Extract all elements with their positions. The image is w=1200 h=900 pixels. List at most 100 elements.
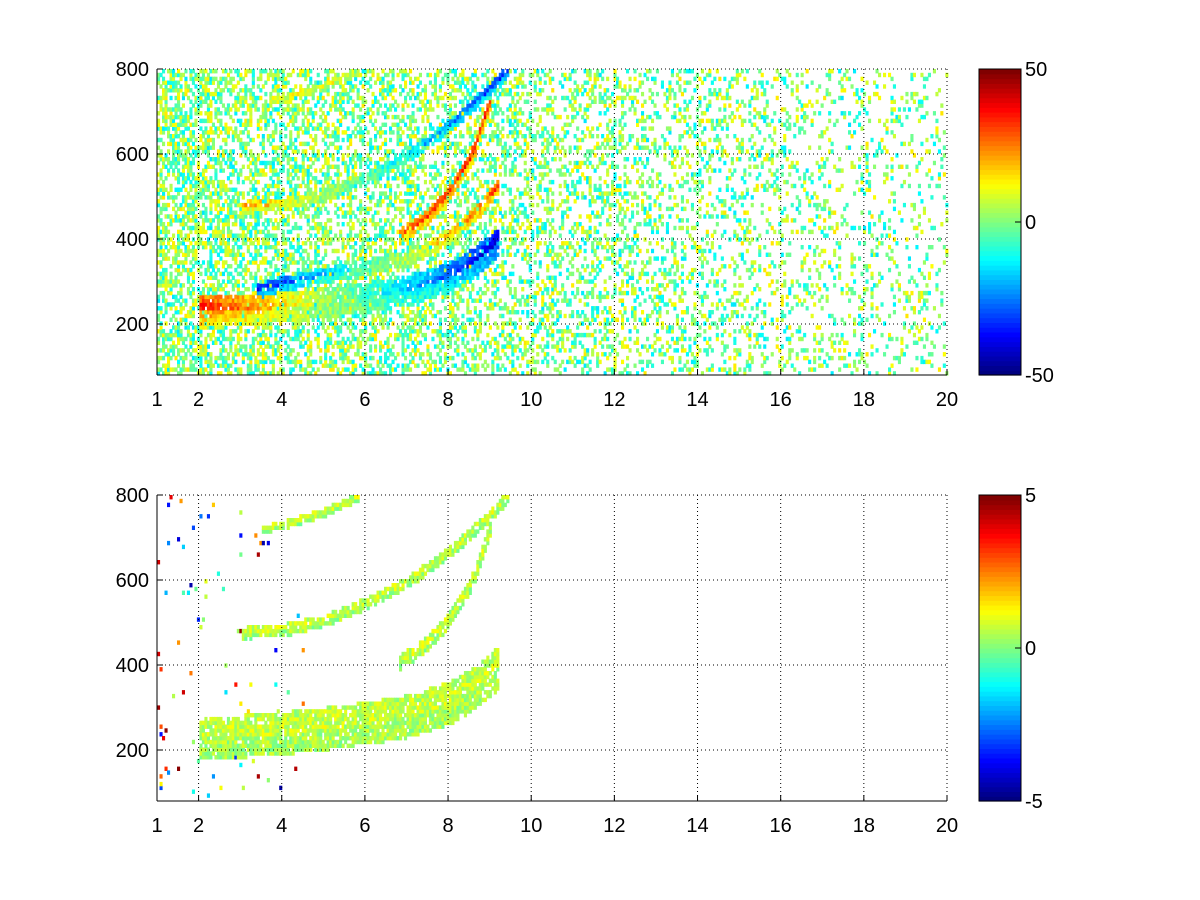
heatmap-cell bbox=[244, 287, 248, 292]
heatmap-cell bbox=[401, 321, 405, 326]
heatmap-cell bbox=[436, 69, 440, 74]
heatmap-cell bbox=[339, 264, 343, 269]
heatmap-cell bbox=[224, 137, 228, 143]
heatmap-cell bbox=[231, 88, 235, 93]
heatmap-cell bbox=[341, 352, 345, 357]
heatmap-cell bbox=[309, 310, 313, 315]
heatmap-cell bbox=[294, 294, 298, 300]
heatmap-cell bbox=[164, 336, 168, 342]
heatmap-cell bbox=[271, 359, 275, 365]
heatmap-cell bbox=[404, 191, 408, 196]
heatmap-cell bbox=[246, 210, 250, 215]
heatmap-cell bbox=[264, 210, 268, 215]
heatmap-cell bbox=[364, 363, 368, 368]
heatmap-cell bbox=[279, 134, 283, 139]
heatmap-cell bbox=[204, 294, 208, 300]
heatmap-cell bbox=[167, 279, 171, 284]
heatmap-cell bbox=[384, 352, 388, 357]
heatmap-cell bbox=[226, 371, 230, 376]
heatmap-cell bbox=[319, 179, 323, 185]
heatmap-cell bbox=[219, 191, 223, 196]
heatmap-cell bbox=[189, 153, 193, 158]
heatmap-cell bbox=[164, 267, 168, 273]
heatmap-cell bbox=[324, 329, 328, 334]
heatmap-cell bbox=[401, 298, 405, 303]
heatmap-cell bbox=[359, 256, 363, 261]
heatmap-cell bbox=[341, 202, 345, 208]
heatmap-cell bbox=[219, 271, 223, 277]
heatmap-cell bbox=[174, 267, 178, 273]
heatmap-cell bbox=[349, 191, 353, 196]
heatmap-cell bbox=[423, 241, 427, 246]
heatmap-cell bbox=[294, 114, 298, 120]
heatmap-cell bbox=[341, 214, 345, 219]
heatmap-cell bbox=[211, 157, 215, 162]
heatmap-cell bbox=[259, 290, 263, 296]
heatmap-cell bbox=[206, 103, 210, 108]
heatmap-cell bbox=[314, 195, 318, 200]
heatmap-cell bbox=[361, 317, 365, 322]
heatmap-cell bbox=[286, 214, 290, 219]
heatmap-cell bbox=[321, 187, 325, 192]
heatmap-cell bbox=[376, 176, 380, 181]
heatmap-cell bbox=[174, 245, 178, 250]
heatmap-cell bbox=[321, 233, 325, 238]
heatmap-cell bbox=[291, 214, 295, 219]
heatmap-cell bbox=[259, 371, 263, 376]
heatmap-cell bbox=[174, 111, 178, 116]
heatmap-cell bbox=[351, 107, 355, 112]
heatmap-cell bbox=[249, 206, 253, 212]
heatmap-cell bbox=[206, 107, 210, 112]
heatmap-cell bbox=[157, 371, 161, 376]
heatmap-cell bbox=[331, 344, 335, 349]
heatmap-cell bbox=[371, 222, 375, 227]
heatmap-cell bbox=[199, 306, 203, 311]
heatmap-cell bbox=[374, 348, 378, 353]
heatmap-cell bbox=[404, 157, 408, 162]
heatmap-cell bbox=[181, 225, 185, 231]
heatmap-cell bbox=[169, 95, 173, 101]
heatmap-cell bbox=[366, 233, 370, 238]
heatmap-cell bbox=[219, 80, 223, 85]
heatmap-cell bbox=[177, 252, 181, 257]
heatmap-cell bbox=[379, 348, 383, 353]
heatmap-cell bbox=[406, 317, 410, 322]
heatmap-cell bbox=[301, 111, 305, 116]
heatmap-cell bbox=[254, 214, 258, 219]
heatmap-cell bbox=[374, 95, 378, 101]
heatmap-cell bbox=[191, 218, 195, 223]
heatmap-cell bbox=[306, 218, 310, 223]
heatmap-cell bbox=[351, 114, 355, 120]
heatmap-cell bbox=[306, 298, 310, 303]
heatmap-cell bbox=[299, 88, 303, 93]
heatmap-cell bbox=[376, 363, 380, 368]
heatmap-cell bbox=[266, 317, 270, 322]
heatmap-cell bbox=[231, 164, 235, 169]
heatmap-cell bbox=[259, 76, 263, 82]
heatmap-cell bbox=[389, 130, 393, 135]
heatmap-cell bbox=[431, 283, 435, 288]
heatmap-cell bbox=[371, 279, 375, 284]
heatmap-cell bbox=[304, 95, 308, 101]
heatmap-cell bbox=[326, 187, 330, 192]
heatmap-cell bbox=[162, 130, 166, 135]
heatmap-cell bbox=[324, 271, 328, 277]
heatmap-cell bbox=[276, 199, 280, 204]
heatmap-cell bbox=[289, 352, 293, 357]
heatmap-cell bbox=[184, 91, 188, 97]
heatmap-cell bbox=[359, 317, 363, 322]
heatmap-cell bbox=[174, 149, 178, 154]
heatmap-cell bbox=[249, 210, 253, 215]
heatmap-cell bbox=[157, 225, 161, 231]
heatmap-cell bbox=[324, 160, 328, 166]
heatmap-cell bbox=[289, 359, 293, 365]
heatmap-cell bbox=[244, 317, 248, 322]
heatmap-cell bbox=[326, 84, 330, 89]
heatmap-cell bbox=[206, 237, 210, 242]
heatmap-cell bbox=[214, 271, 218, 277]
heatmap-cell bbox=[261, 359, 265, 365]
heatmap-cell bbox=[359, 252, 363, 257]
heatmap-cell bbox=[411, 80, 415, 85]
heatmap-cell bbox=[409, 202, 413, 208]
heatmap-cell bbox=[229, 321, 233, 326]
